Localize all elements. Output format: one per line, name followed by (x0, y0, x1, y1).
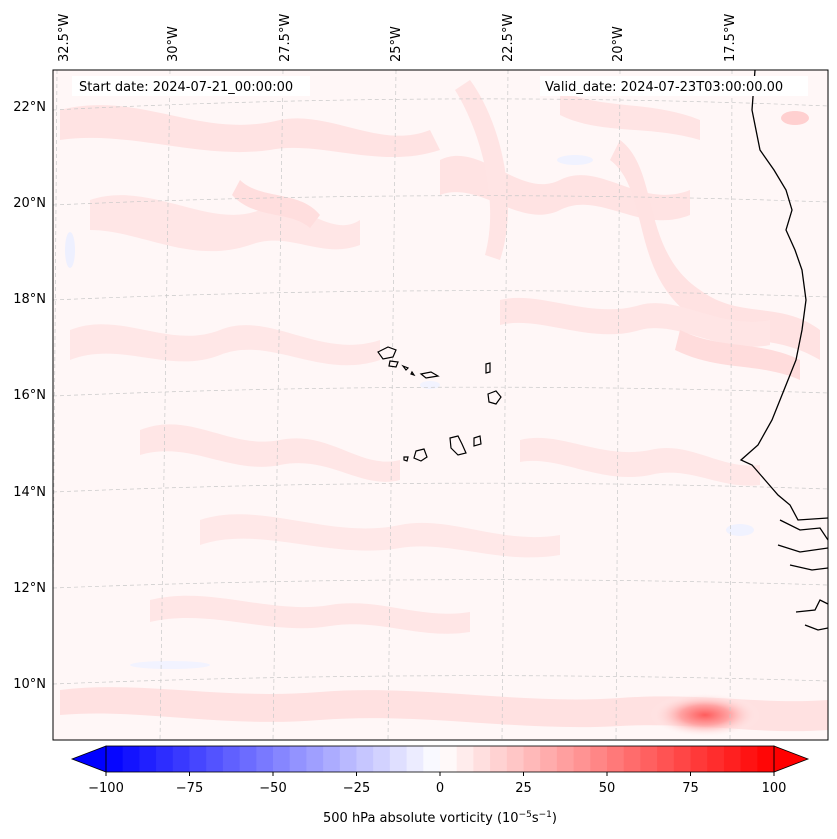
colorbar-cell (607, 746, 625, 772)
colorbar-cell (122, 746, 140, 772)
vorticity-field (60, 80, 828, 737)
colorbar-cell (690, 746, 708, 772)
coastline (739, 70, 828, 631)
colorbar-cell (156, 746, 174, 772)
colorbar-cell (289, 746, 307, 772)
valid-date-label: Valid_date: 2024-07-23T03:00:00.00 (545, 80, 783, 95)
colorbar-cell (273, 746, 291, 772)
colorbar-extend-max (773, 745, 810, 773)
colorbar-tick-label: 100 (762, 781, 787, 796)
colorbar-cell (339, 746, 358, 772)
colorbar-cell (523, 746, 541, 772)
colorbar-cell (506, 746, 525, 772)
colorbar-tick-label: 0 (436, 781, 444, 796)
lon-label: 30°W (166, 26, 181, 62)
cape-verde-islands (377, 346, 502, 462)
colorbar-cell (556, 746, 575, 772)
colorbar-label: 500 hPa absolute vorticity (10−5s−1) (323, 810, 557, 826)
colorbar-cell (206, 746, 224, 772)
colorbar-extend-min (70, 745, 107, 773)
colorbar-cell (640, 746, 658, 772)
gridlines (53, 70, 828, 740)
colorbar-tick-label: −25 (343, 781, 370, 796)
lat-label: 16°N (13, 388, 46, 403)
colorbar-cell (757, 746, 775, 772)
colorbar-cell (222, 746, 241, 772)
colorbar-cell (473, 746, 491, 772)
colorbar: −100 −75 −50 −25 0 25 50 75 100 500 hPa absolute… (70, 745, 810, 826)
colorbar-cell (490, 746, 508, 772)
map-frame (52, 69, 829, 741)
lon-label: 25°W (389, 26, 404, 62)
colorbar-cell (590, 746, 608, 772)
start-date-label: Start date: 2024-07-21_00:00:00 (79, 80, 293, 95)
colorbar-cell (540, 746, 558, 772)
colorbar-cell (356, 746, 374, 772)
lon-label: 32.5°W (57, 14, 72, 62)
colorbar-cell (456, 746, 474, 772)
start-date-box (72, 76, 310, 96)
colorbar-tick-label: 50 (599, 781, 616, 796)
colorbar-cell (389, 746, 408, 772)
colorbar-cell (423, 746, 441, 772)
colorbar-tick-label: −50 (259, 781, 286, 796)
lat-label: 22°N (13, 100, 46, 115)
colorbar-cell (106, 746, 124, 772)
valid-date-box (540, 76, 808, 96)
lon-label: 22.5°W (501, 14, 516, 62)
colorbar-cell (573, 746, 591, 772)
colorbar-cell (139, 746, 157, 772)
longitude-labels: 32.5°W 30°W 27.5°W 25°W 22.5°W 20°W 17.5… (57, 14, 738, 62)
colorbar-ticks: −100 −75 −50 −25 0 25 50 75 100 (88, 772, 786, 796)
colorbar-cell (256, 746, 274, 772)
colorbar-cell (707, 746, 725, 772)
colorbar-cell (239, 746, 257, 772)
lat-label: 10°N (13, 677, 46, 692)
colorbar-cells (106, 746, 775, 772)
colorbar-tick-label: −75 (176, 781, 203, 796)
lat-label: 18°N (13, 292, 46, 307)
colorbar-tick-label: −100 (88, 781, 124, 796)
colorbar-cell (657, 746, 675, 772)
colorbar-cell (323, 746, 341, 772)
latitude-labels: 22°N 20°N 18°N 16°N 14°N 12°N 10°N (13, 100, 46, 692)
colorbar-tick-label: 75 (682, 781, 699, 796)
colorbar-cell (623, 746, 641, 772)
colorbar-cell (723, 746, 742, 772)
lat-label: 14°N (13, 485, 46, 500)
colorbar-cell (406, 746, 424, 772)
colorbar-cell (373, 746, 391, 772)
colorbar-cell (673, 746, 692, 772)
colorbar-cell (189, 746, 207, 772)
colorbar-cell (172, 746, 191, 772)
vorticity-maximum (650, 693, 760, 737)
island-santo-antao (377, 346, 397, 360)
africa-coast (739, 70, 828, 521)
map-panel: Start date: 2024-07-21_00:00:00 Valid_da… (52, 69, 829, 741)
lon-label: 27.5°W (278, 14, 293, 62)
lon-label: 17.5°W (723, 14, 738, 62)
lat-label: 20°N (13, 196, 46, 211)
lon-label: 20°W (611, 26, 626, 62)
colorbar-cell (440, 746, 458, 772)
colorbar-cell (306, 746, 324, 772)
colorbar-tick-label: 25 (515, 781, 532, 796)
colorbar-cell (740, 746, 758, 772)
lat-label: 12°N (13, 581, 46, 596)
